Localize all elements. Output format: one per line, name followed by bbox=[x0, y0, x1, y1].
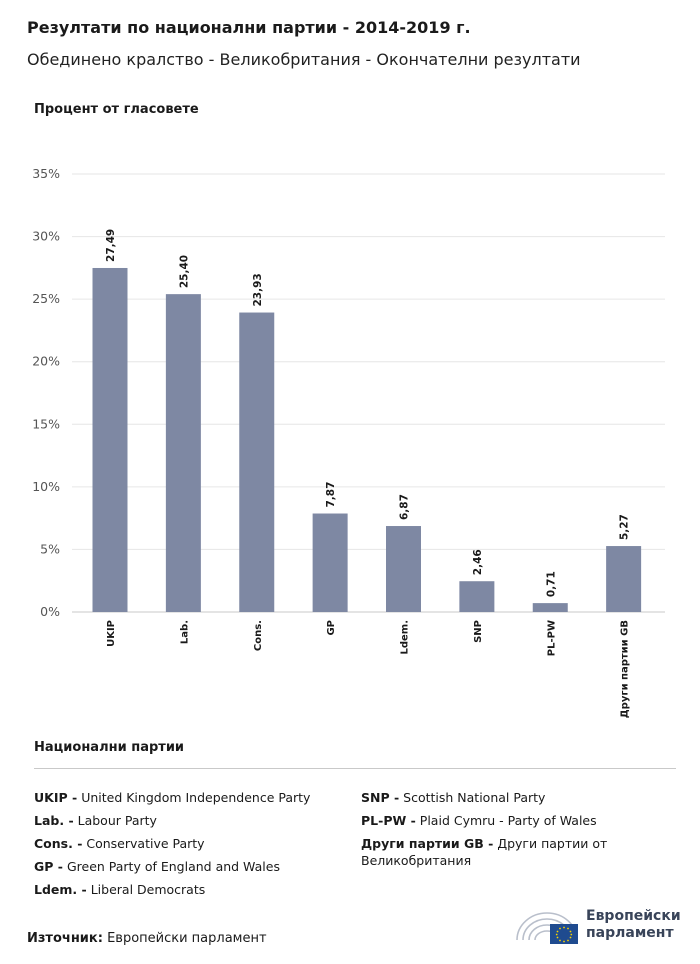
legend-name: Scottish National Party bbox=[403, 790, 546, 805]
y-tick-label: 30% bbox=[32, 229, 60, 244]
data-label: 2,46 bbox=[472, 549, 484, 575]
x-tick-label: SNP bbox=[473, 620, 484, 643]
y-tick-label: 20% bbox=[32, 354, 60, 369]
legend-title: Национални партии bbox=[34, 740, 185, 755]
bar bbox=[532, 603, 568, 612]
bar bbox=[459, 581, 495, 612]
data-label: 27,49 bbox=[105, 229, 117, 262]
legend-name: Plaid Cymru - Party of Wales bbox=[419, 813, 597, 828]
european-parliament-logo: Европейски парламент bbox=[514, 906, 681, 946]
parliament-emblem-icon bbox=[516, 912, 578, 944]
legend-abbr: SNP - bbox=[361, 790, 400, 805]
legend-name: Green Party of England and Wales bbox=[66, 859, 280, 874]
logo-line-1: Европейски bbox=[586, 908, 681, 924]
legend-abbr: Cons. - bbox=[34, 836, 83, 851]
legend-name: Conservative Party bbox=[86, 836, 205, 851]
x-tick-label: Lab. bbox=[179, 620, 190, 644]
logo-line-2: парламент bbox=[586, 925, 674, 941]
legend-name: Други партии от Великобритания bbox=[361, 836, 608, 868]
x-tick-label: Други партии GB bbox=[620, 620, 631, 718]
source-note: Източник: Европейски парламент bbox=[27, 931, 267, 946]
legend-item-other-gb: Други партии GB - Други партии от Велико… bbox=[361, 832, 661, 869]
legend-column-left: UKIP - United Kingdom Independence Party… bbox=[34, 786, 354, 901]
legend-item-snp: SNP - Scottish National Party bbox=[361, 786, 661, 809]
legend-abbr: Други партии GB - bbox=[361, 836, 494, 851]
legend-name: United Kingdom Independence Party bbox=[81, 790, 311, 805]
data-label: 5,27 bbox=[619, 514, 631, 540]
legend-item-gp: GP - Green Party of England and Wales bbox=[34, 855, 354, 878]
bar bbox=[92, 267, 128, 612]
x-tick-label: UKIP bbox=[106, 620, 117, 647]
y-tick-label: 0% bbox=[40, 604, 60, 619]
x-tick-label: GP bbox=[326, 620, 337, 636]
legend-abbr: Lab. - bbox=[34, 813, 74, 828]
source-value: Европейски парламент bbox=[107, 931, 267, 946]
bar bbox=[386, 526, 421, 612]
bar bbox=[239, 312, 275, 612]
data-label: 6,87 bbox=[399, 494, 411, 520]
y-axis-label: Процент от гласовете bbox=[34, 102, 199, 117]
page-subtitle: Обединено кралство - Великобритания - Ок… bbox=[27, 50, 581, 69]
bar bbox=[606, 546, 642, 612]
source-label: Източник: bbox=[27, 931, 103, 946]
page-title: Резултати по национални партии - 2014-20… bbox=[27, 18, 471, 37]
bar bbox=[312, 513, 348, 612]
legend-item-cons: Cons. - Conservative Party bbox=[34, 832, 354, 855]
data-label: 25,40 bbox=[178, 255, 190, 288]
bar bbox=[165, 294, 201, 612]
legend-abbr: PL-PW - bbox=[361, 813, 416, 828]
legend-item-ldem: Ldem. - Liberal Democrats bbox=[34, 878, 354, 901]
data-label: 0,71 bbox=[545, 571, 557, 597]
x-tick-label: Cons. bbox=[253, 620, 264, 651]
y-tick-label: 15% bbox=[32, 416, 60, 431]
legend-column-right: SNP - Scottish National Party PL-PW - Pl… bbox=[361, 786, 661, 869]
legend-name: Liberal Democrats bbox=[90, 882, 206, 897]
x-tick-label: PL-PW bbox=[546, 620, 557, 656]
bar-chart: 0% 5% 10% 15% 20% 25% 30% 35% 27,49 UKIP 25,40 Lab.… bbox=[32, 166, 665, 718]
data-label: 7,87 bbox=[325, 482, 337, 508]
y-tick-label: 10% bbox=[32, 479, 60, 494]
legend-divider bbox=[34, 768, 676, 769]
logo-text: Европейски парламент bbox=[586, 908, 681, 942]
legend-abbr: GP - bbox=[34, 859, 63, 874]
legend-name: Labour Party bbox=[77, 813, 157, 828]
y-tick-label: 5% bbox=[40, 541, 60, 556]
legend-abbr: UKIP - bbox=[34, 790, 78, 805]
legend-item-ukip: UKIP - United Kingdom Independence Party bbox=[34, 786, 354, 809]
data-label: 23,93 bbox=[252, 273, 264, 306]
legend-item-pl-pw: PL-PW - Plaid Cymru - Party of Wales bbox=[361, 809, 661, 832]
legend-item-lab: Lab. - Labour Party bbox=[34, 809, 354, 832]
y-tick-label: 35% bbox=[32, 166, 60, 181]
x-tick-label: Ldem. bbox=[400, 620, 411, 655]
legend-abbr: Ldem. - bbox=[34, 882, 87, 897]
y-tick-label: 25% bbox=[32, 291, 60, 306]
